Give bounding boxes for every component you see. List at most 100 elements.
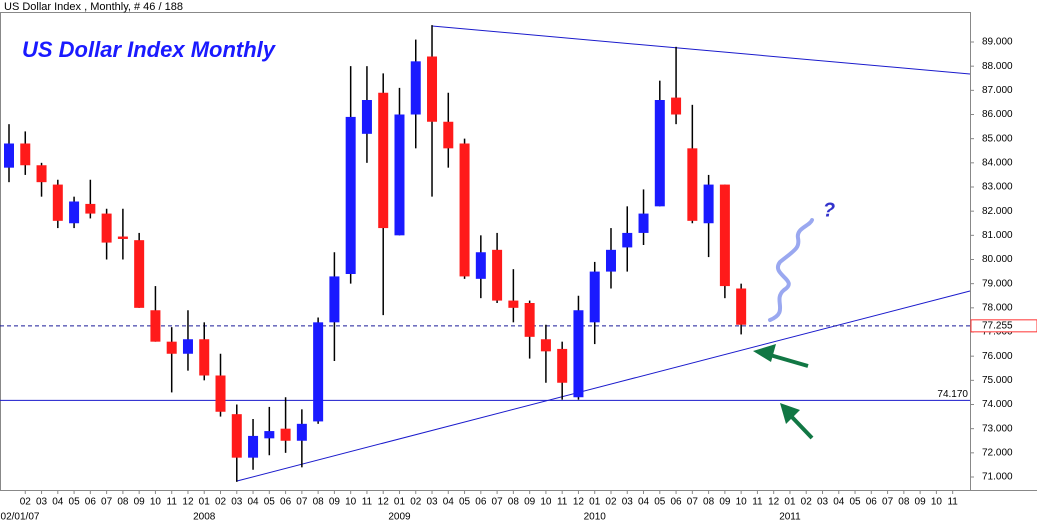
trendline-upper [431, 25, 971, 75]
y-tick-label: 87.000 [982, 85, 1013, 96]
y-tick-label: 83.000 [982, 182, 1013, 193]
x-tick-label: 08 [313, 497, 325, 508]
candle-body [410, 61, 421, 115]
reference-label: 74.170 [937, 389, 968, 400]
year-label: 2008 [193, 512, 216, 523]
candle-body [654, 100, 665, 207]
x-tick-label: 07 [882, 497, 894, 508]
candle-body [264, 431, 275, 439]
candle-body [20, 143, 31, 166]
x-tick-label: 08 [117, 497, 129, 508]
y-tick-label: 78.000 [982, 302, 1013, 313]
candle-body [52, 184, 63, 221]
candle-body [166, 341, 177, 354]
y-tick-label: 86.000 [982, 109, 1013, 120]
candle-body [719, 184, 730, 287]
x-tick-label: 04 [52, 497, 64, 508]
candle-body [182, 339, 193, 354]
x-tick-label: 12 [182, 497, 194, 508]
x-tick-label: 06 [866, 497, 878, 508]
candle-body [215, 375, 226, 412]
candle-body [69, 201, 80, 224]
y-tick-label: 71.000 [982, 472, 1013, 483]
y-tick-label: 73.000 [982, 423, 1013, 434]
x-tick-label: 11 [557, 497, 568, 508]
x-tick-label: 04 [443, 497, 455, 508]
candle-body [671, 97, 682, 115]
candle-body [605, 249, 616, 272]
x-tick-label: 04 [638, 497, 650, 508]
x-tick-label: 09 [524, 497, 536, 508]
arrow-lower [780, 403, 814, 440]
x-tick-label: 04 [247, 497, 259, 508]
x-tick-label: 04 [833, 497, 845, 508]
x-tick-label: 07 [296, 497, 308, 508]
candle-body [199, 339, 210, 376]
x-tick-label: 05 [849, 497, 861, 508]
candle-body [280, 428, 291, 441]
x-tick-label: 11 [752, 497, 763, 508]
x-tick-label: 01 [199, 497, 211, 508]
x-tick-label: 05 [264, 497, 276, 508]
candle-body [443, 121, 454, 149]
x-tick-label: 07 [492, 497, 504, 508]
candle-body [313, 322, 324, 422]
chart-title: US Dollar Index Monthly [22, 37, 277, 62]
x-tick-label: 12 [573, 497, 585, 508]
candle-body [117, 236, 128, 239]
x-tick-label: 06 [85, 497, 97, 508]
x-tick-label: 02 [20, 497, 32, 508]
y-tick-label: 72.000 [982, 447, 1013, 458]
arrow-upper [753, 344, 809, 368]
candle-body [36, 165, 47, 183]
x-tick-label: 08 [898, 497, 910, 508]
candle-body [394, 114, 405, 236]
candle-body [150, 310, 161, 342]
x-tick-label: 03 [231, 497, 243, 508]
start-date: 02/01/07 [1, 512, 40, 523]
x-tick-label: 11 [362, 497, 373, 508]
candle-body [475, 252, 486, 279]
candle-body [508, 300, 519, 308]
candle-body [248, 435, 259, 458]
candle-body [687, 148, 698, 221]
x-tick-label: 09 [329, 497, 341, 508]
y-tick-label: 79.000 [982, 278, 1013, 289]
candle-body [736, 288, 747, 325]
y-tick-label: 81.000 [982, 230, 1013, 241]
x-tick-label: 09 [915, 497, 927, 508]
x-tick-label: 12 [378, 497, 390, 508]
y-tick-label: 84.000 [982, 157, 1013, 168]
x-tick-label: 03 [36, 497, 48, 508]
y-tick-label: 76.000 [982, 351, 1013, 362]
x-tick-label: 03 [622, 497, 634, 508]
candle-body [557, 348, 568, 383]
x-tick-label: 09 [719, 497, 731, 508]
trendline-lower [236, 290, 971, 482]
x-tick-label: 07 [687, 497, 699, 508]
x-tick-label: 10 [150, 497, 162, 508]
y-tick-label: 88.000 [982, 61, 1013, 72]
x-tick-label: 03 [426, 497, 438, 508]
candle-body [345, 116, 356, 275]
x-tick-label: 02 [801, 497, 813, 508]
candle-body [101, 213, 112, 243]
candle-body [361, 100, 372, 134]
candle-body [427, 56, 438, 122]
candle-body [524, 303, 535, 337]
reference-label-box [970, 319, 1037, 333]
candle-body [231, 414, 242, 458]
x-tick-label: 11 [167, 497, 178, 508]
y-tick-label: 85.000 [982, 133, 1013, 144]
x-tick-label: 01 [784, 497, 796, 508]
x-tick-label: 07 [101, 497, 113, 508]
x-tick-label: 01 [394, 497, 406, 508]
candle-body [703, 184, 714, 224]
x-tick-label: 02 [410, 497, 422, 508]
year-label: 2011 [779, 512, 801, 523]
projection-squiggle [768, 218, 814, 322]
x-tick-label: 03 [817, 497, 829, 508]
x-tick-label: 09 [134, 497, 146, 508]
